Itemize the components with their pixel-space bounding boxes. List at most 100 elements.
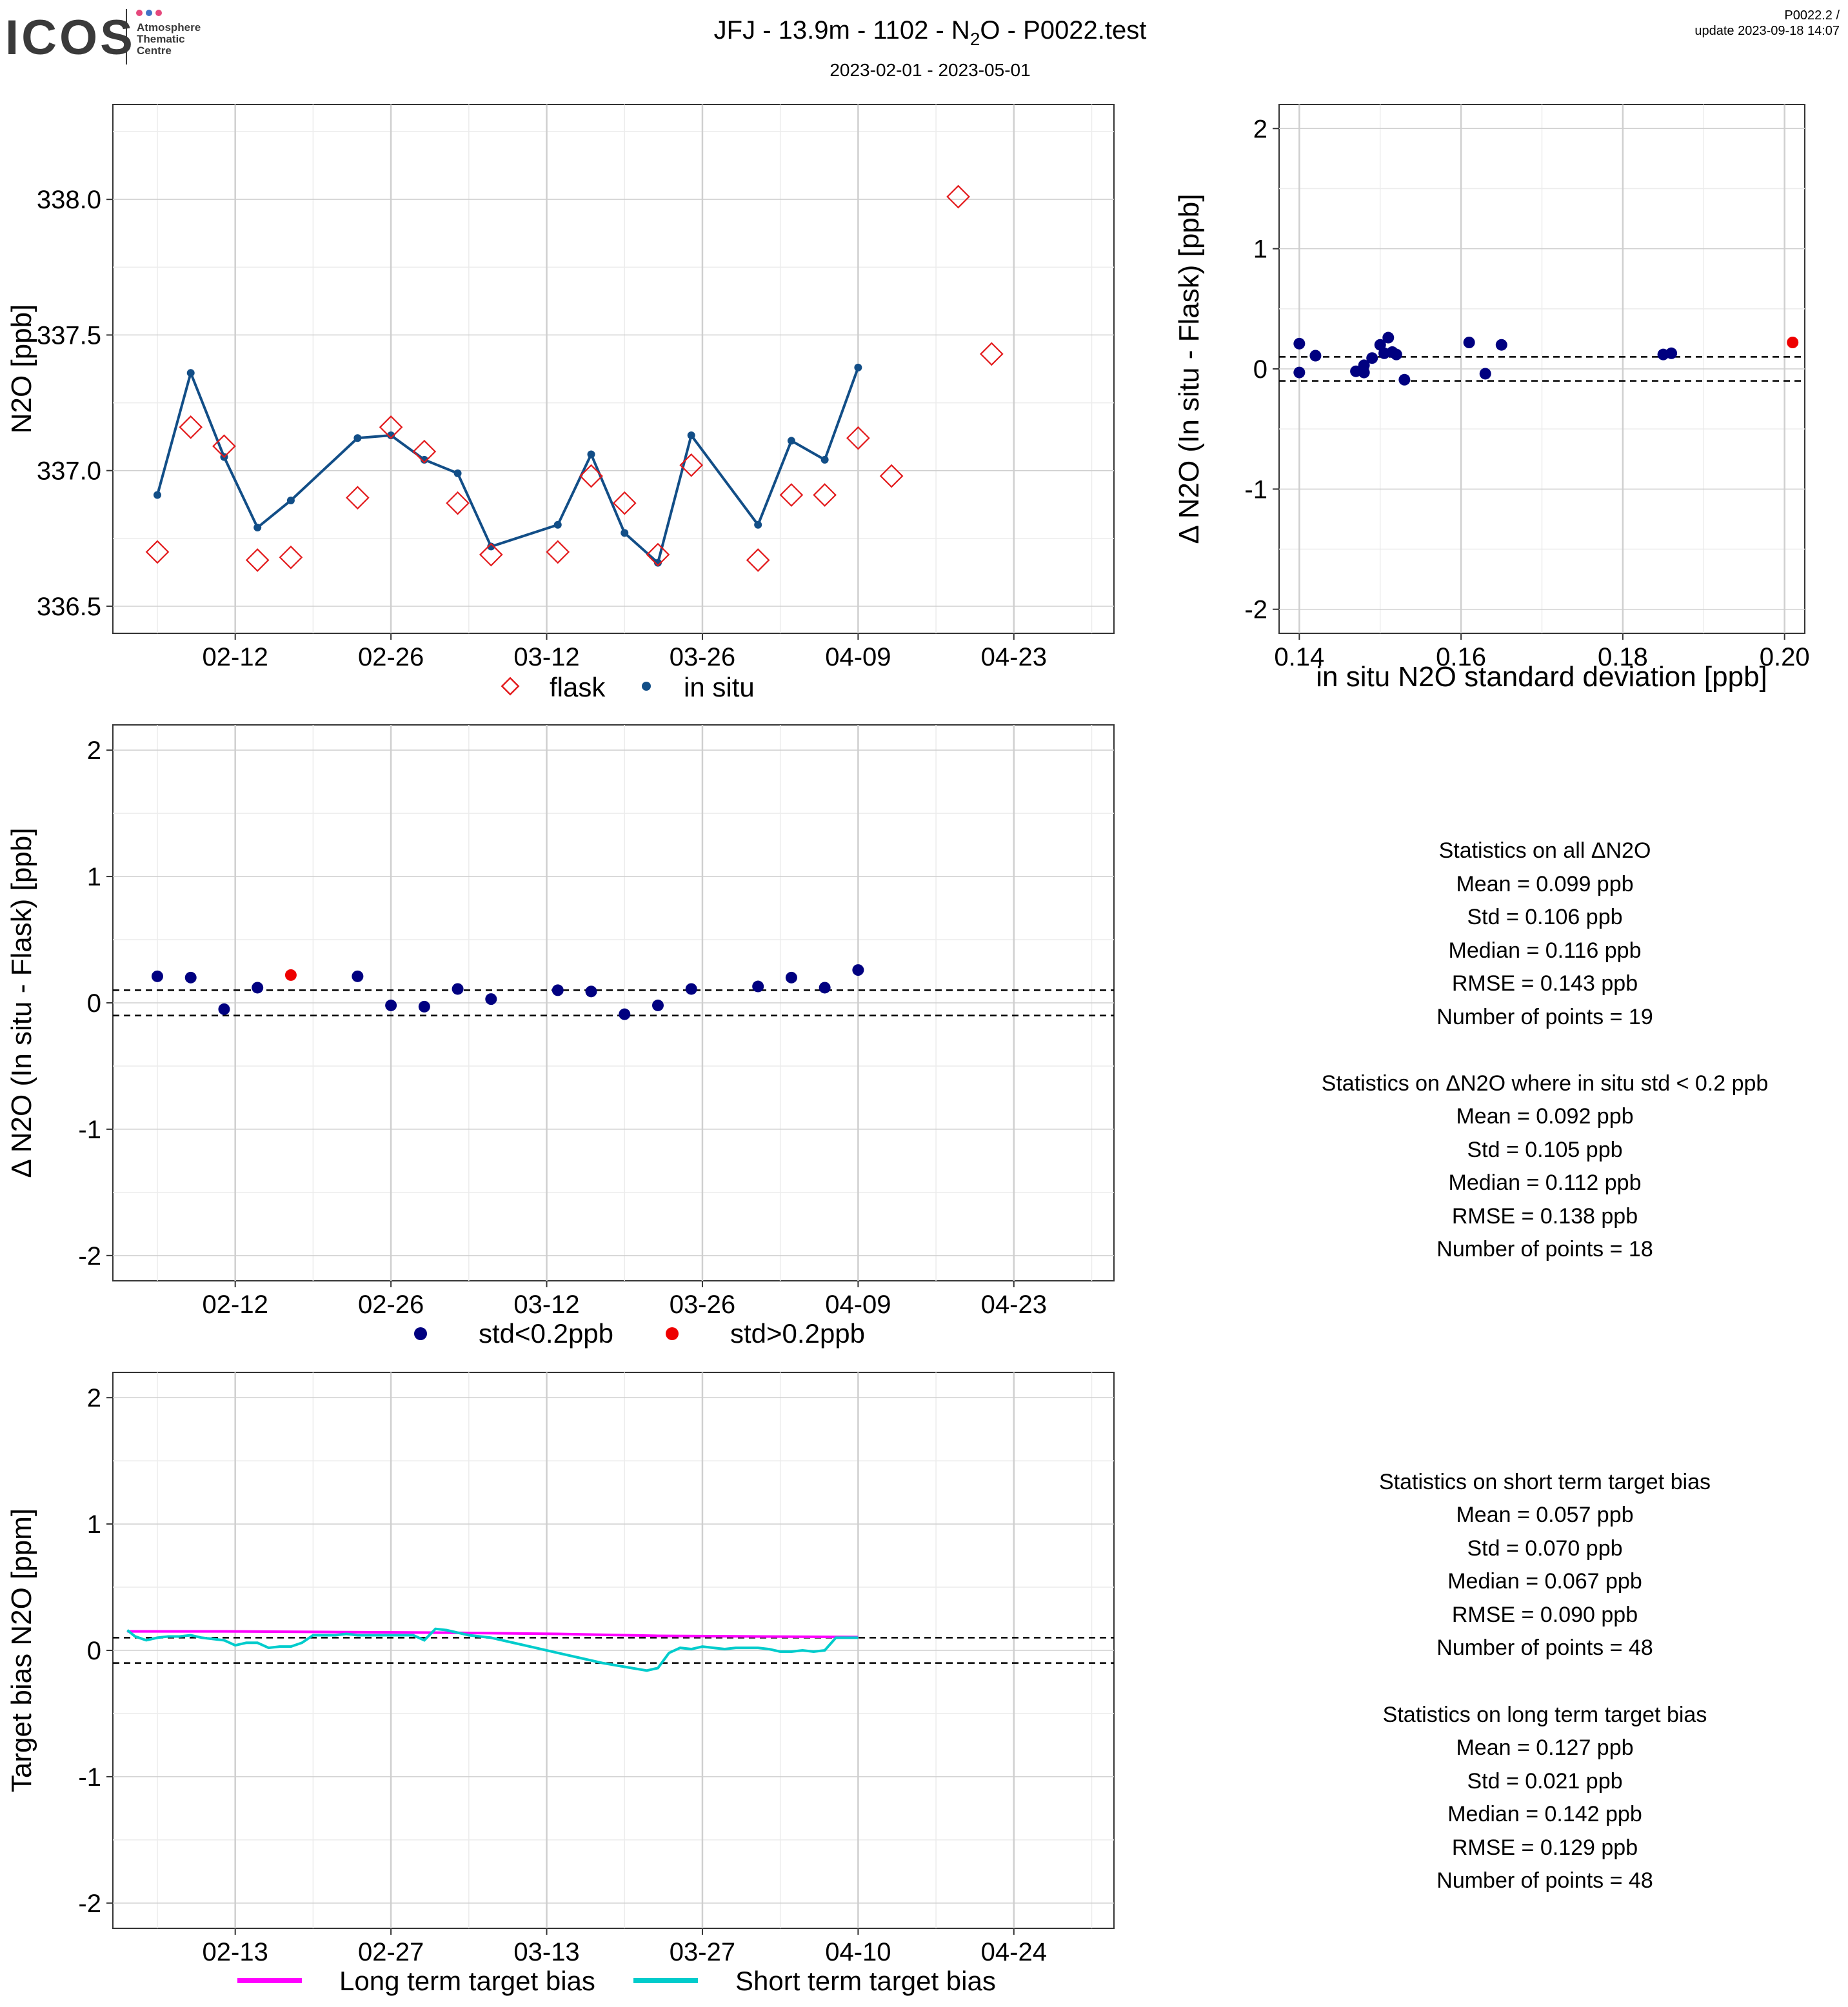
insitu-point (587, 450, 595, 459)
stats-long-term-rmse: RMSE = 0.129 ppb (1452, 1835, 1638, 1860)
stats-long-term-npoints: Number of points = 48 (1436, 1868, 1653, 1893)
target-bias-ticks: 02-13 02-27 03-13 03-27 04-10 04-24 -2 -1 0 1 2 (78, 1384, 1047, 1966)
delta-low-std-point (385, 999, 397, 1011)
insitu-point (854, 363, 862, 371)
insitu-point (253, 524, 262, 531)
timeseries-y-tick-label: 337.5 (37, 321, 101, 350)
target-bias-y-tick-label: 1 (87, 1510, 101, 1539)
legend-insitu-label: in situ (684, 672, 755, 702)
flask-point (546, 540, 570, 564)
target-bias-x-tick-label: 02-13 (203, 1938, 268, 1966)
insitu-point (420, 455, 428, 464)
target-bias-x-tick-label: 04-10 (825, 1938, 891, 1966)
stats-short-term-rmse: RMSE = 0.090 ppb (1452, 1603, 1638, 1627)
timeseries-x-tick-label: 04-23 (981, 643, 1047, 671)
flask-point (212, 434, 236, 459)
std-low-point (1495, 339, 1507, 351)
delta-low-std-point (418, 1000, 430, 1013)
insitu-point (687, 431, 695, 440)
legend-insitu-dot-icon (642, 682, 651, 691)
legend-low-std-label: std<0.2ppb (479, 1318, 613, 1349)
delta-time-x-tick-label: 04-23 (981, 1290, 1047, 1319)
insitu-point (653, 559, 662, 567)
timeseries-y-tick-label: 337.0 (37, 457, 101, 486)
std-low-point (1382, 331, 1395, 344)
std-scatter-x-axis-label: in situ N2O standard deviation [ppb] (1316, 661, 1767, 693)
delta-low-std-point (852, 964, 864, 976)
timeseries-x-tick-label: 02-12 (203, 643, 268, 671)
delta-time-marks (113, 964, 1114, 1020)
delta-low-std-point (785, 971, 797, 984)
delta-low-std-point (551, 984, 564, 996)
stats-long-term-median: Median = 0.142 ppb (1447, 1802, 1642, 1826)
insitu-point (754, 520, 762, 529)
legend-flask-diamond-icon (501, 677, 520, 696)
delta-time-y-axis-label: Δ N2O (In situ - Flask) [ppb] (6, 828, 37, 1178)
std-high-point (1787, 337, 1799, 348)
short-term-bias-line (126, 1627, 859, 1672)
insitu-point (820, 455, 829, 464)
stats-long-term-mean: Mean = 0.127 ppb (1456, 1735, 1633, 1760)
timeseries-y-axis-label: N2O [ppb] (6, 304, 37, 434)
flask-point (446, 491, 470, 515)
delta-high-std-point (284, 969, 297, 981)
flask-point (813, 483, 837, 507)
flask-point (379, 415, 403, 439)
version-label: P0022.2 / (1784, 8, 1840, 23)
delta-low-std-point (151, 970, 163, 982)
target-bias-y-tick-label: 2 (87, 1384, 101, 1412)
flask-point (646, 542, 670, 567)
stats-low-std: Statistics on ΔN2O where in situ std < 0… (1322, 1071, 1769, 1261)
delta-low-std-point (585, 985, 597, 998)
flask-point (746, 548, 770, 572)
logo-dot-blue (146, 10, 152, 16)
std-scatter-y-tick-label: -2 (1244, 596, 1267, 624)
timeseries-y-tick-label: 336.5 (37, 593, 101, 621)
stats-all-rmse: RMSE = 0.143 ppb (1452, 971, 1638, 996)
timeseries-x-tick-label: 03-12 (513, 643, 579, 671)
timeseries-legend: flask in situ (501, 672, 755, 702)
target-bias-x-tick-label: 03-13 (513, 1938, 579, 1966)
insitu-point (387, 431, 395, 440)
target-bias-y-tick-label: -2 (78, 1890, 101, 1918)
target-bias-y-tick-label: 0 (87, 1637, 101, 1665)
flask-point (279, 545, 303, 569)
legend-short-term-label: Short term target bias (735, 1966, 996, 1996)
legend-high-std-label: std>0.2ppb (730, 1318, 865, 1349)
flask-point (346, 486, 370, 510)
delta-low-std-point (819, 982, 831, 994)
std-scatter-x-tick-label: 0.16 (1436, 643, 1486, 671)
std-scatter-y-tick-label: 2 (1253, 115, 1267, 143)
delta-time-y-tick-label: 2 (87, 737, 101, 765)
stats-all-std: Std = 0.106 ppb (1467, 905, 1622, 929)
legend-high-std-dot-icon (666, 1327, 679, 1340)
stats-low-std-rmse: RMSE = 0.138 ppb (1452, 1204, 1638, 1229)
target-bias-y-tick-label: -1 (78, 1763, 101, 1792)
delta-time-y-tick-label: -2 (78, 1242, 101, 1270)
timeseries-x-tick-label: 02-26 (358, 643, 424, 671)
std-scatter-y-tick-label: 1 (1253, 235, 1267, 264)
delta-low-std-point (485, 993, 497, 1005)
stats-short-term-median: Median = 0.067 ppb (1447, 1569, 1642, 1594)
std-scatter-x-tick-label: 0.20 (1760, 643, 1810, 671)
timeseries-ticks: 02-12 02-26 03-12 03-26 04-09 04-23 336.5 337.0… (37, 186, 1047, 671)
flask-point (179, 415, 203, 439)
insitu-point (487, 542, 495, 551)
flask-point (145, 540, 170, 564)
delta-time-x-tick-label: 02-12 (203, 1290, 268, 1319)
delta-time-y-tick-label: 1 (87, 863, 101, 891)
delta-low-std-point (685, 983, 697, 995)
timeseries-x-tick-label: 04-09 (825, 643, 891, 671)
stats-all-title: Statistics on all ΔN2O (1439, 838, 1651, 863)
std-scatter-y-axis-label: Δ N2O (In situ - Flask) [ppb] (1173, 194, 1205, 544)
timeseries-panel: 02-12 02-26 03-12 03-26 04-09 04-23 336.5 337.0… (6, 104, 1115, 702)
flask-point (979, 342, 1004, 366)
delta-low-std-point (252, 982, 264, 994)
stats-all-mean: Mean = 0.099 ppb (1456, 872, 1633, 896)
timeseries-x-tick-label: 03-26 (670, 643, 735, 671)
flask-point (779, 483, 804, 507)
target-bias-x-tick-label: 03-27 (670, 1938, 735, 1966)
timeseries-grid (113, 104, 1114, 633)
delta-time-x-tick-label: 03-12 (513, 1290, 579, 1319)
